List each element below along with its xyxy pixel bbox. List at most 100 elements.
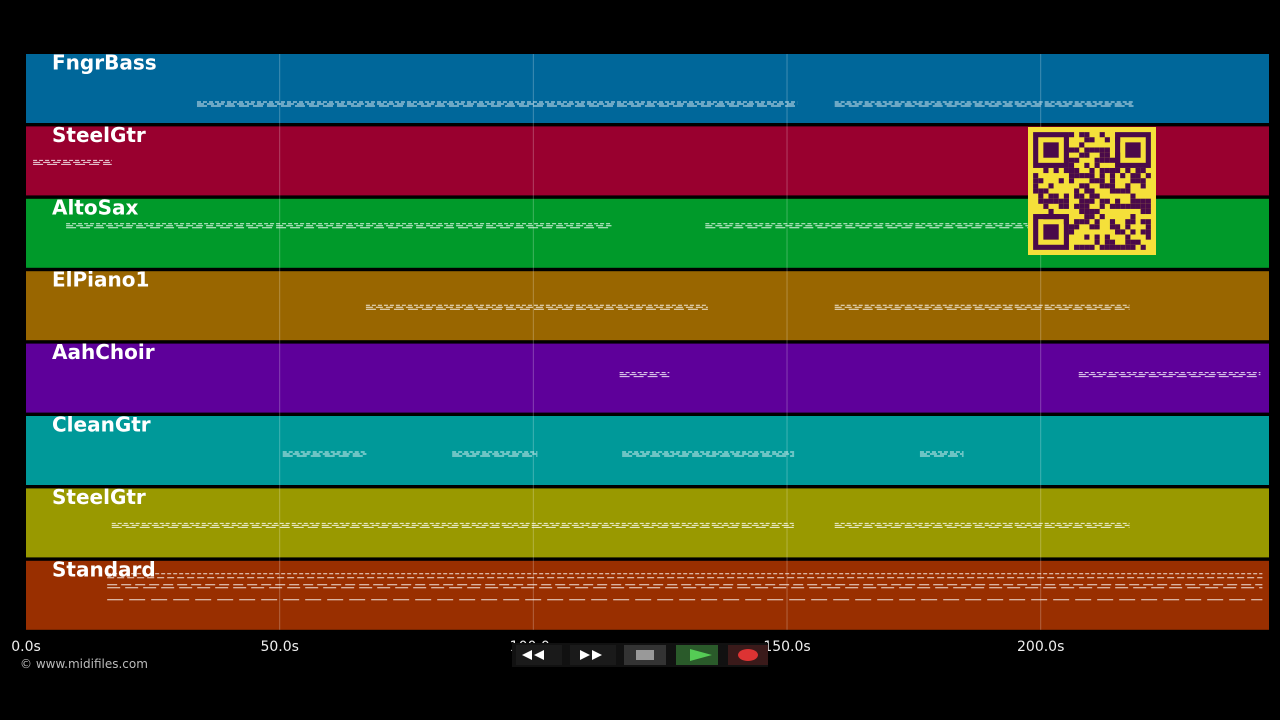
- qr-module: [1089, 178, 1095, 184]
- rewind-button[interactable]: [516, 645, 562, 665]
- qr-module: [1115, 167, 1121, 174]
- note-span: [622, 451, 795, 457]
- qr-module: [1074, 157, 1080, 163]
- qr-module: [1084, 234, 1090, 240]
- qr-module: [1084, 183, 1090, 189]
- qr-module: [1043, 188, 1049, 194]
- forward-icon: [580, 650, 602, 660]
- track-name: ElPiano1: [52, 268, 149, 292]
- qr-module: [1125, 188, 1131, 194]
- qr-module: [1058, 178, 1064, 184]
- qr-module: [1145, 224, 1151, 230]
- qr-module: [1130, 193, 1136, 199]
- qr-module: [1130, 214, 1136, 220]
- qr-module: [1084, 152, 1090, 158]
- qr-module: [1079, 219, 1085, 225]
- track-name: CleanGtr: [52, 413, 151, 437]
- qr-module: [1068, 147, 1075, 153]
- qr-module: [1109, 224, 1116, 230]
- qr-module: [1140, 244, 1146, 250]
- qr-module: [1140, 229, 1146, 235]
- qr-module: [1048, 198, 1054, 204]
- track-name: AahChoir: [52, 340, 155, 364]
- qr-module: [1068, 229, 1075, 235]
- qr-module: [1099, 152, 1105, 158]
- qr-module: [1135, 178, 1141, 184]
- qr-module: [1084, 147, 1090, 153]
- qr-module: [1053, 198, 1059, 204]
- qr-module: [1074, 193, 1080, 199]
- qr-module: [1130, 203, 1136, 209]
- qr-finder-core: [1125, 142, 1141, 158]
- qr-module: [1130, 229, 1136, 235]
- qr-module: [1089, 188, 1095, 194]
- qr-module: [1043, 203, 1049, 209]
- qr-module: [1104, 152, 1110, 158]
- qr-module: [1068, 132, 1075, 138]
- note-span: [834, 522, 1130, 528]
- qr-module: [1074, 167, 1080, 174]
- qr-module: [1130, 198, 1136, 204]
- stop-button[interactable]: [624, 645, 666, 665]
- qr-module: [1109, 183, 1116, 189]
- qr-module: [1079, 193, 1085, 199]
- qr-module: [1125, 239, 1131, 245]
- qr-module: [1074, 203, 1080, 209]
- qr-module: [1135, 167, 1141, 174]
- transport-controls: [512, 643, 768, 667]
- qr-module: [1038, 193, 1044, 199]
- qr-module: [1089, 167, 1095, 174]
- qr-module: [1068, 162, 1075, 168]
- forward-button[interactable]: [570, 645, 616, 665]
- qr-module: [1145, 208, 1151, 215]
- qr-module: [1084, 198, 1090, 204]
- qr-module: [1033, 173, 1039, 179]
- qr-module: [1094, 157, 1100, 163]
- qr-module: [1099, 178, 1105, 184]
- qr-module: [1099, 132, 1105, 138]
- qr-module: [1068, 157, 1075, 163]
- qr-module: [1048, 183, 1054, 189]
- track-name: Standard: [52, 557, 156, 581]
- qr-module: [1074, 188, 1080, 194]
- qr-module: [1079, 183, 1085, 189]
- note-span: [196, 101, 798, 107]
- play-button[interactable]: [676, 645, 718, 665]
- qr-module: [1115, 229, 1121, 235]
- qr-module: [1099, 203, 1105, 209]
- qr-module: [1125, 224, 1131, 230]
- qr-module: [1104, 147, 1110, 153]
- qr-module: [1068, 167, 1075, 174]
- qr-module: [1115, 188, 1121, 194]
- qr-module: [1109, 219, 1116, 225]
- qr-module: [1130, 219, 1136, 225]
- qr-module: [1079, 208, 1085, 215]
- qr-module: [1104, 198, 1110, 204]
- qr-module: [1140, 208, 1146, 215]
- qr-module: [1079, 203, 1085, 209]
- qr-module: [1135, 203, 1141, 209]
- qr-module: [1074, 147, 1080, 153]
- qr-module: [1109, 239, 1116, 245]
- qr-module: [1084, 132, 1090, 138]
- qr-module: [1094, 219, 1100, 225]
- qr-module: [1104, 239, 1110, 245]
- qr-module: [1115, 244, 1121, 250]
- qr-module: [1099, 214, 1105, 220]
- qr-module: [1063, 198, 1069, 204]
- qr-module: [1099, 244, 1105, 250]
- track-lane: [26, 416, 1269, 485]
- qr-module: [1104, 244, 1110, 250]
- qr-module: [1109, 167, 1116, 174]
- qr-finder: [1033, 132, 1069, 168]
- qr-module: [1058, 203, 1064, 209]
- record-button[interactable]: [728, 645, 768, 665]
- qr-module: [1053, 193, 1059, 199]
- x-tick-label: 150.0s: [763, 639, 810, 655]
- qr-module: [1079, 173, 1085, 179]
- note-span: [452, 451, 538, 457]
- stop-icon: [636, 650, 654, 660]
